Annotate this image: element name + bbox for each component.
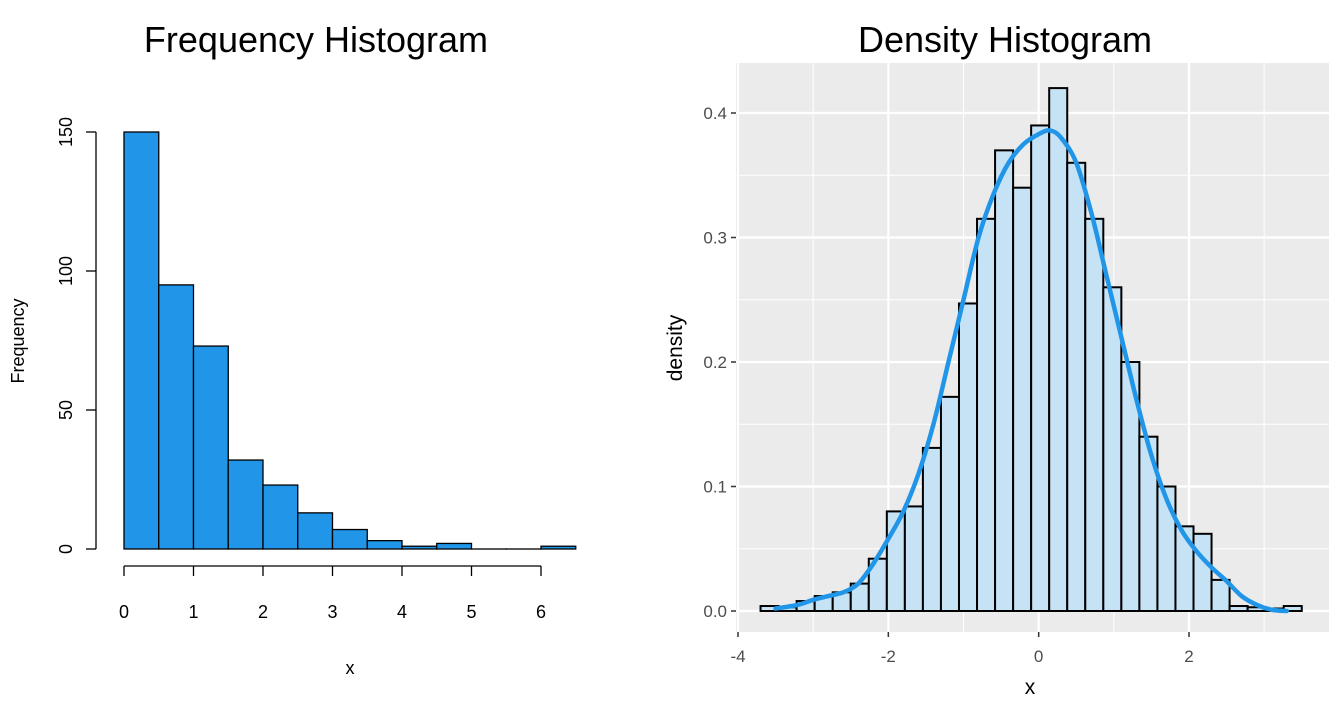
density-curve-line (773, 128, 1289, 614)
frequency-bar (123, 131, 160, 550)
density-bar (903, 505, 924, 613)
frequency-chart-title: Frequency Histogram (144, 19, 488, 60)
density-x-tick-label: 0 (1034, 647, 1043, 666)
frequency-x-axis: 0 1 2 3 4 5 6 (119, 565, 546, 622)
frequency-bar (192, 345, 229, 550)
frequency-bar (366, 540, 403, 550)
frequency-bar (262, 484, 299, 550)
density-y-axis: 0.0 0.1 0.2 0.3 0.4 (703, 104, 736, 621)
density-bar (1066, 161, 1087, 613)
frequency-y-tick-label: 100 (56, 256, 76, 286)
density-bar (1030, 124, 1051, 612)
frequency-bar (297, 512, 334, 550)
density-bar (921, 446, 942, 612)
frequency-x-tick-label: 6 (536, 602, 546, 622)
frequency-x-tick-label: 1 (188, 602, 198, 622)
density-x-tick-label: -2 (881, 647, 896, 666)
density-y-tick-label: 0.1 (703, 478, 727, 497)
frequency-y-axis: 0 50 100 150 (56, 117, 97, 554)
frequency-bar (227, 459, 264, 550)
density-curve (773, 128, 1289, 614)
density-y-tick-label: 0.3 (703, 229, 727, 248)
density-bar (976, 217, 997, 612)
density-x-tick-label: 2 (1184, 647, 1193, 666)
density-bar (1012, 186, 1033, 612)
frequency-x-tick-label: 5 (466, 602, 476, 622)
frequency-bar (540, 545, 577, 550)
frequency-x-tick-label: 3 (327, 602, 337, 622)
density-bar (1210, 578, 1231, 612)
density-bar (1228, 605, 1249, 613)
density-bar (1084, 217, 1105, 612)
density-bar (1156, 485, 1177, 612)
frequency-bar (401, 545, 438, 550)
density-bar (1282, 605, 1303, 613)
density-bar (1048, 87, 1069, 613)
frequency-bars (123, 131, 577, 550)
density-bar (939, 395, 960, 612)
density-bar (957, 302, 979, 612)
density-y-tick-label: 0.2 (703, 353, 727, 372)
density-y-tick-label: 0.0 (703, 602, 727, 621)
density-bar (994, 149, 1015, 612)
frequency-x-axis-label: x (346, 658, 355, 678)
density-x-axis-label: x (1025, 676, 1036, 699)
frequency-y-tick-label: 50 (56, 400, 76, 420)
density-bar (1102, 286, 1123, 612)
density-bar (1192, 532, 1213, 612)
density-bar (1174, 525, 1195, 613)
frequency-x-tick-label: 2 (258, 602, 268, 622)
density-x-tick-label: -4 (730, 647, 745, 666)
frequency-y-tick-label: 150 (56, 117, 76, 147)
frequency-y-axis-label: Frequency (8, 298, 28, 383)
frequency-bar (331, 528, 368, 550)
frequency-bar (436, 542, 473, 550)
density-chart-title: Density Histogram (858, 19, 1152, 60)
density-x-axis: -4 -2 0 2 (730, 632, 1194, 666)
frequency-bar (158, 284, 195, 550)
frequency-x-tick-label: 0 (119, 602, 129, 622)
density-histogram-chart: Density Histogram 0.0 0.1 0.2 0.3 0.4 -4 -2 0 2… (664, 19, 1329, 699)
frequency-y-tick-label: 0 (56, 544, 76, 554)
density-y-axis-label: density (664, 314, 687, 381)
frequency-x-tick-label: 4 (397, 602, 407, 622)
density-y-tick-label: 0.4 (703, 104, 727, 123)
